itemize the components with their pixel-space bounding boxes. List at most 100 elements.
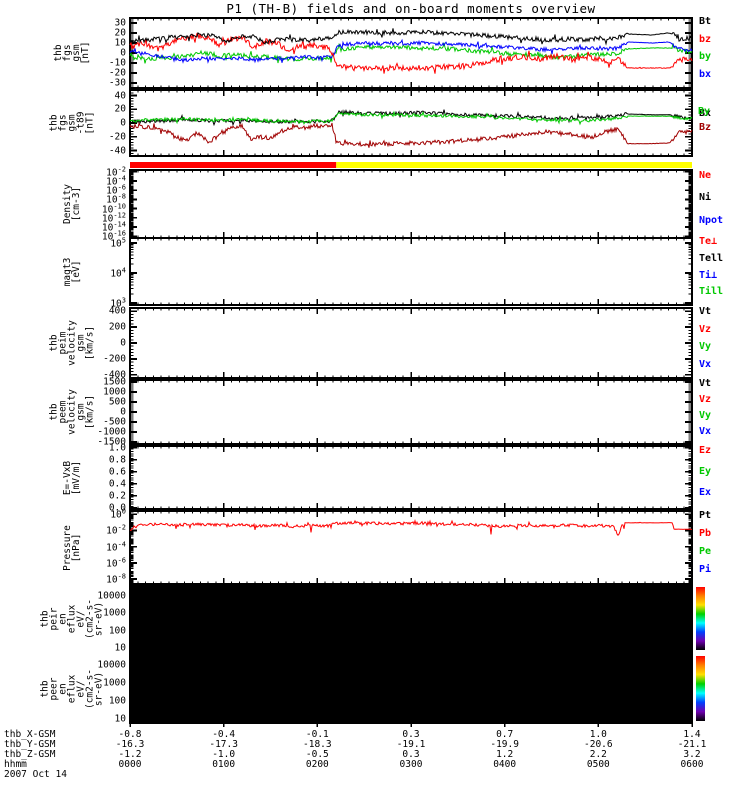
peim-velocity-axis-label: thb peim velocity gsm [km/s] [48,320,96,366]
fgs-gsm-t89-series-Bz [129,122,693,148]
ephemeris-value: -19.1 [396,739,426,750]
peem-velocity-ytick-label: 1000 [103,386,126,398]
legend-Bz: Bz [699,121,712,133]
efield-ytick-label: 0.8 [108,454,126,466]
efield-ytick-label: 0.0 [108,502,126,514]
legend-Pb: Pb [699,527,712,539]
fgs-gsm-t89-ytick-label: 40 [114,90,126,101]
fgs-gsm-series-bx [129,38,693,64]
legend-bx: bx [699,68,712,80]
fgs-gsm-t89-ytick-label: -40 [108,145,126,156]
legend-Ey: Ey [699,466,712,478]
fgs-gsm-ytick-label: 10 [114,37,126,49]
legend-Pi: Pi [699,564,712,576]
peim-velocity-ytick-label: 200 [108,321,126,333]
ephemeris-value: -0.5 [305,749,329,760]
density-ytick-label: 10-8 [106,192,126,206]
ephemeris-value: 0300 [399,759,423,770]
legend-Vx: Vx [699,426,712,437]
pressure-ytick-label: 100 [110,507,126,521]
fgs-gsm-t89-series-Bx [129,109,693,127]
fgs-gsm-t89-ytick-label: 0 [120,117,126,129]
peir-eflux-ytick-label: 10000 [97,590,126,602]
legend-Te⊥: Te⊥ [699,236,718,248]
fgs-gsm-ytick-label: 30 [114,17,126,29]
pressure-axis-label: Pressure [nPa] [62,524,82,571]
legend-Vy: Vy [699,341,712,353]
peim-velocity-ytick-label: 400 [108,305,126,317]
peem-velocity-ytick-label: 0 [120,406,126,418]
ephemeris-value: -0.8 [118,729,142,740]
fgs-gsm-series-bz [129,32,693,74]
legend-Vz: Vz [699,323,712,335]
density-ytick-label: 10-4 [106,174,126,188]
legend-Npot: Npot [699,215,724,226]
ephemeris-value: -1.2 [118,749,142,760]
peer-eflux-spectrogram-area [130,654,692,723]
legend-Vx: Vx [699,358,712,370]
ephemeris-value: -17.3 [209,739,238,750]
ephemeris-value: 0600 [680,759,704,770]
legend-Vz: Vz [699,394,712,405]
legend-Ez: Ez [699,445,712,457]
fgs-gsm-ytick-label: -20 [108,67,126,79]
legend-by: by [699,51,712,63]
peir-eflux-ytick-label: 1000 [103,607,126,619]
ephemeris-value: -18.3 [303,739,332,750]
ephemeris-value: 1.2 [496,749,514,760]
chart-title: P1 (TH-B) fields and on-board moments ov… [226,1,596,16]
magt3-ytick-label: 103 [110,296,126,310]
peem-velocity-ytick-label: -1500 [97,436,126,448]
legend-Till: Till [699,286,724,298]
pressure-frame [129,510,693,585]
fgs-gsm-axis-label: thb fgs gsm [nT] [53,41,91,65]
ephemeris-row-label: thb_X-GSM [4,729,56,740]
density-axis-label: Density [cm-3] [62,183,82,225]
efield-frame [129,445,693,510]
pressure-series-Pb [129,519,693,536]
peem-velocity-axis-label: thb peem velocity gsm [km/s] [48,389,96,435]
fgs-gsm-t89-ytick-label: -20 [108,131,126,143]
density-ytick-label: 10-2 [106,165,126,179]
peer-eflux-ytick-label: 100 [108,695,126,707]
date-label: 2007 Oct 14 [4,769,67,780]
peer-eflux-colorbar [696,656,705,721]
legend-Ne: Ne [699,169,712,181]
fgs-gsm-t89-axis-label: thb fgs gsm -t89 [nT] [48,111,96,135]
density-frame [129,169,693,239]
legend-Tell: Tell [699,252,724,264]
ephemeris-value: -0.4 [212,729,236,740]
peer-eflux-ytick-label: 10000 [97,659,126,671]
legend-Bt: Bt [699,16,712,28]
peir-eflux-colorbar [696,587,705,650]
peem-velocity-frame [129,379,693,445]
peer-eflux-axis-label: thb peer en eflux eV/ (cm2-s- sr-eV) [39,668,105,709]
ephemeris-row-label: thb_Z-GSM [4,749,56,760]
magt3-frame [129,237,693,306]
ephemeris-value: 0.3 [402,729,420,740]
legend-Bx: Bx [699,107,712,119]
density-ytick-label: 10-14 [101,220,126,234]
ephemeris-value: -19.9 [490,739,519,750]
peim-velocity-ytick-label: -400 [103,369,126,381]
ephemeris-value: 3.2 [683,749,701,760]
fgs-gsm-t89-ytick-label: 20 [114,103,126,115]
fgs-gsm-ytick-label: 0 [120,47,126,59]
ephemeris-value: -1.0 [212,749,236,760]
legend-Vt: Vt [699,306,712,318]
density-ytick-label: 10-16 [101,229,126,243]
peir-eflux-ytick-label: 100 [108,625,126,637]
legend-bz: bz [699,33,712,45]
fgs-gsm-t89-series-By [129,110,693,126]
fgs-gsm-series-Bt [129,28,693,46]
legend-Pe: Pe [699,546,712,558]
pressure-ytick-label: 10-2 [106,523,126,538]
ephemeris-row-label: hhmm [4,759,27,770]
ephemeris-row-label: thb_Y-GSM [4,739,56,750]
peer-eflux-ytick-label: 1000 [103,677,126,689]
roadmap-segment-1 [336,162,692,168]
density-ytick-label: 10-12 [101,211,126,225]
ephemeris-value: 0.3 [402,749,420,760]
ephemeris-value: 0500 [586,759,610,770]
